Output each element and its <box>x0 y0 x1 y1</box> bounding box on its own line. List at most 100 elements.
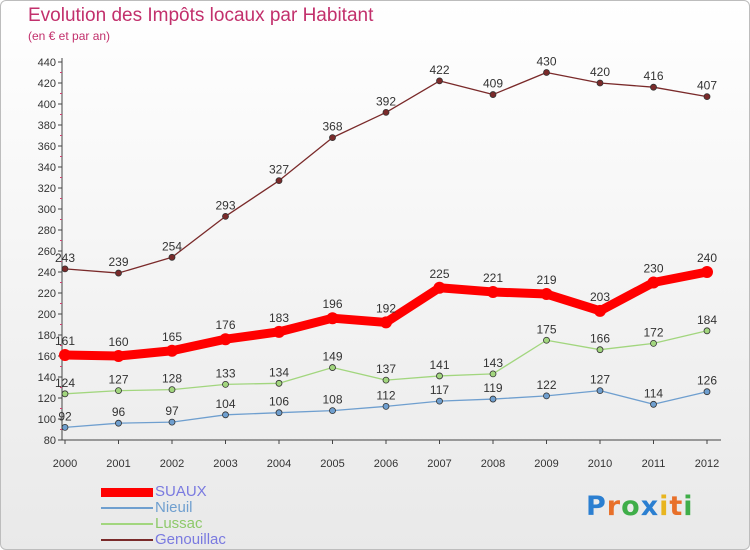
data-point-suaux <box>487 285 499 298</box>
data-label-genouillac: 368 <box>322 120 342 134</box>
legend-swatch-genouillac <box>101 539 153 541</box>
y-tick-label: 360 <box>38 141 56 153</box>
data-point-nieuil <box>382 402 390 410</box>
legend-label-genouillac: Genouillac <box>155 531 226 548</box>
data-label-suaux: 160 <box>108 335 128 349</box>
data-point-nieuil <box>329 407 336 415</box>
data-label-lussac: 166 <box>590 332 610 346</box>
data-label-suaux: 196 <box>322 297 342 311</box>
x-tick-label: 2001 <box>106 458 130 470</box>
y-tick-label: 80 <box>44 435 56 447</box>
data-point-lussac <box>222 380 229 388</box>
legend-label-suaux: SUAUX <box>155 483 207 500</box>
logo-letter: x <box>640 491 660 522</box>
data-point-lussac <box>382 376 390 384</box>
data-label-genouillac: 239 <box>108 255 128 269</box>
y-tick-label: 420 <box>38 78 56 90</box>
y-tick-label: 120 <box>38 393 56 405</box>
data-point-genouillac <box>543 69 550 76</box>
x-tick-label: 2008 <box>481 458 505 470</box>
y-tick-label: 380 <box>38 120 56 132</box>
x-tick-label: 2011 <box>642 458 666 470</box>
data-point-genouillac <box>596 79 604 87</box>
data-label-genouillac: 430 <box>536 55 556 69</box>
data-label-lussac: 133 <box>215 366 235 380</box>
data-point-suaux <box>219 333 232 346</box>
data-point-suaux <box>166 344 178 357</box>
y-tick-label: 180 <box>38 330 56 342</box>
data-label-genouillac: 420 <box>590 65 610 79</box>
legend-item-genouillac: Genouillac <box>101 532 301 548</box>
legend-item-suaux: SUAUX <box>101 484 301 500</box>
y-tick-label: 240 <box>38 267 56 279</box>
data-point-suaux <box>326 312 339 325</box>
data-label-suaux: 219 <box>536 273 556 287</box>
legend-swatch-lussac <box>101 523 153 525</box>
data-point-suaux <box>594 304 606 317</box>
data-label-suaux: 183 <box>269 311 289 325</box>
data-point-nieuil <box>115 419 122 427</box>
data-label-suaux: 221 <box>483 271 503 285</box>
data-label-lussac: 124 <box>55 376 75 390</box>
data-point-genouillac <box>650 83 657 91</box>
data-label-suaux: 240 <box>697 251 717 265</box>
data-point-genouillac <box>382 109 390 116</box>
data-labels: 161 160 165 176 183 196 192 225 221 219 203 230 240 9… <box>55 55 717 424</box>
data-point-lussac <box>329 364 336 371</box>
y-tick-label: 160 <box>38 351 56 363</box>
x-tick-label: 2002 <box>160 458 184 470</box>
data-point-nieuil <box>703 388 711 396</box>
legend-swatch-nieuil <box>101 507 153 509</box>
data-label-genouillac: 327 <box>269 163 289 177</box>
data-label-lussac: 184 <box>697 313 717 327</box>
data-label-nieuil: 126 <box>697 374 717 388</box>
x-tick-label: 2012 <box>695 458 719 470</box>
axes: 80 100 120 140 160 180 200 220 240 260 280 300 320 34… <box>38 57 721 470</box>
data-label-lussac: 172 <box>643 325 663 339</box>
data-point-genouillac <box>489 91 497 98</box>
data-label-nieuil: 106 <box>269 395 289 409</box>
logo-letter: t <box>669 491 684 522</box>
y-tick-label: 140 <box>38 372 56 384</box>
x-tick-label: 2003 <box>213 458 237 470</box>
data-point-genouillac <box>329 134 336 142</box>
data-label-suaux: 165 <box>162 330 182 344</box>
legend-label-lussac: Lussac <box>155 515 203 532</box>
data-label-lussac: 134 <box>269 365 289 379</box>
data-label-lussac: 143 <box>483 356 503 370</box>
data-label-suaux: 176 <box>215 318 235 332</box>
logo-letter: i <box>683 491 694 522</box>
y-tick-label: 280 <box>38 225 56 237</box>
data-label-nieuil: 104 <box>215 397 235 411</box>
data-label-genouillac: 293 <box>215 198 235 212</box>
data-label-nieuil: 127 <box>590 373 610 387</box>
data-label-lussac: 175 <box>536 322 556 336</box>
data-point-lussac <box>168 386 176 394</box>
y-tick-label: 220 <box>38 288 56 300</box>
x-tick-label: 2000 <box>53 458 77 470</box>
proxiti-logo: Proxiti <box>586 491 694 522</box>
data-label-nieuil: 97 <box>165 404 179 418</box>
x-tick-label: 2010 <box>588 458 612 470</box>
data-point-lussac <box>650 339 657 347</box>
logo-letter: r <box>606 491 622 522</box>
data-label-lussac: 128 <box>162 372 182 386</box>
data-point-suaux <box>380 316 392 329</box>
data-label-nieuil: 122 <box>536 378 556 392</box>
y-tick-label: 200 <box>38 309 56 321</box>
data-point-nieuil <box>596 387 604 395</box>
legend-swatch-suaux <box>101 487 153 497</box>
y-tick-label: 100 <box>38 414 56 426</box>
y-tick-label: 320 <box>38 183 56 195</box>
data-point-lussac <box>596 346 604 354</box>
logo-letter: P <box>586 491 607 522</box>
y-tick-label: 300 <box>38 204 56 216</box>
data-label-suaux: 203 <box>590 290 610 304</box>
data-point-lussac <box>61 390 69 398</box>
data-label-genouillac: 254 <box>162 239 182 253</box>
legend-item-lussac: Lussac <box>101 516 301 532</box>
data-point-nieuil <box>168 418 176 426</box>
x-tick-label: 2007 <box>427 458 451 470</box>
